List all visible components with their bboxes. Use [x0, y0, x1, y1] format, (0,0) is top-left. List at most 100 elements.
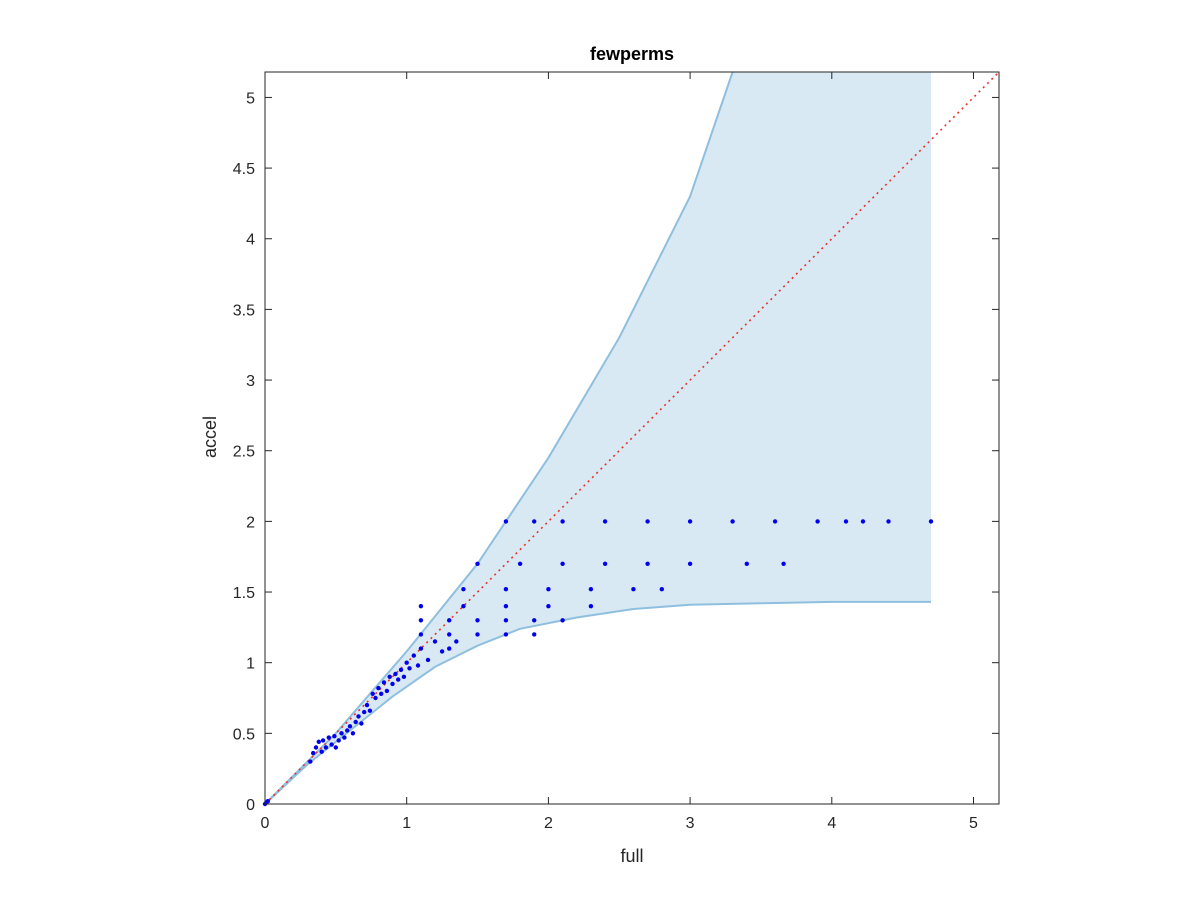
scatter-point: [364, 702, 370, 708]
scatter-point: [323, 745, 329, 750]
scatter-point: [560, 561, 565, 566]
scatter-point: [532, 519, 537, 524]
scatter-point: [439, 649, 445, 654]
y-tick-label: 3.5: [233, 302, 255, 319]
scatter-point: [730, 519, 735, 524]
scatter-point: [387, 674, 392, 679]
scatter-point: [560, 618, 565, 623]
scatter-point: [333, 745, 338, 750]
scatter-point: [447, 632, 452, 637]
scatter-point: [356, 714, 361, 719]
scatter-point: [418, 646, 424, 651]
scatter-point: [370, 691, 375, 696]
plot-area: [262, 71, 1000, 807]
scatter-point: [475, 618, 480, 623]
scatter-point: [659, 587, 664, 592]
scatter-point: [781, 561, 786, 566]
scatter-point: [326, 735, 331, 740]
scatter-point: [886, 519, 891, 524]
y-tick-label: 4.5: [233, 161, 255, 178]
scatter-point: [546, 604, 551, 609]
band-area: [265, 72, 931, 804]
y-tick-label: 2: [246, 514, 255, 531]
scatter-point: [744, 561, 749, 566]
points-layer: [262, 519, 934, 807]
scatter-point: [320, 738, 326, 743]
scatter-point: [404, 660, 409, 665]
scatter-point: [588, 604, 594, 609]
scatter-point: [313, 745, 319, 750]
chart-title: fewperms: [590, 44, 674, 64]
scatter-point: [432, 639, 438, 644]
scatter-point: [860, 519, 866, 524]
scatter-point: [342, 735, 347, 740]
x-tick-label: 2: [544, 815, 553, 832]
y-tick-label: 4: [246, 232, 255, 249]
scatter-point: [546, 587, 551, 592]
scatter-point: [418, 618, 424, 623]
scatter-point: [415, 663, 421, 668]
scatter-point: [379, 691, 384, 696]
scatter-point: [350, 731, 356, 736]
scatter-point: [411, 653, 416, 658]
scatter-point: [843, 519, 849, 524]
scatter-point: [815, 519, 820, 524]
scatter-point: [362, 709, 367, 715]
scatter-point: [339, 731, 344, 736]
scatter-point: [367, 708, 373, 713]
scatter-point: [475, 561, 480, 566]
y-tick-label: 1.5: [233, 585, 255, 602]
scatter-point: [928, 519, 934, 524]
scatter-point: [503, 618, 509, 623]
y-tick-label: 2.5: [233, 444, 255, 461]
scatter-point: [772, 519, 778, 524]
scatter-point: [316, 739, 321, 744]
y-axis-label: accel: [200, 416, 220, 458]
scatter-point: [503, 587, 509, 592]
scatter-point: [390, 681, 395, 687]
scatter-point: [447, 646, 452, 651]
y-tick-label: 0: [246, 797, 255, 814]
scatter-point: [517, 561, 523, 566]
x-tick-label: 5: [969, 815, 978, 832]
scatter-point: [602, 561, 608, 566]
scatter-point: [265, 799, 270, 804]
y-axis: 0 0.5 1 1.5 2 2.5 3 3.5 4 4.5 5: [233, 90, 999, 814]
scatter-point: [345, 728, 350, 733]
scatter-point: [401, 674, 407, 679]
scatter-point: [461, 604, 466, 609]
scatter-point: [418, 604, 424, 609]
scatter-point: [560, 519, 565, 524]
scatter-point: [418, 632, 424, 637]
x-tick-label: 0: [261, 815, 270, 832]
scatter-point: [532, 632, 537, 637]
scatter-point: [353, 719, 358, 725]
x-tick-label: 4: [827, 815, 836, 832]
x-axis-label: full: [620, 846, 643, 866]
scatter-point: [329, 742, 334, 747]
scatter-point: [532, 618, 537, 623]
scatter-point: [425, 657, 431, 663]
scatter-point: [461, 587, 466, 592]
band-upper-edge: [264, 71, 734, 805]
scatter-point: [308, 759, 313, 764]
scatter-point: [503, 604, 509, 609]
scatter-point: [645, 519, 650, 524]
y-tick-label: 3: [246, 373, 255, 390]
scatter-point: [373, 695, 378, 701]
x-tick-label: 1: [402, 815, 411, 832]
x-tick-label: 3: [686, 815, 695, 832]
band-lower-edge: [264, 600, 931, 805]
y-tick-label: 5: [246, 90, 255, 107]
scatter-point: [396, 677, 401, 682]
scatter-point: [359, 721, 364, 726]
scatter-point: [384, 688, 390, 694]
scatter-point: [475, 632, 480, 637]
scatter-point: [687, 519, 693, 524]
scatter-point: [645, 561, 650, 566]
scatter-point: [381, 680, 387, 685]
scatter-point: [347, 724, 353, 729]
scatter-point: [503, 632, 509, 637]
scatter-point: [311, 750, 316, 756]
